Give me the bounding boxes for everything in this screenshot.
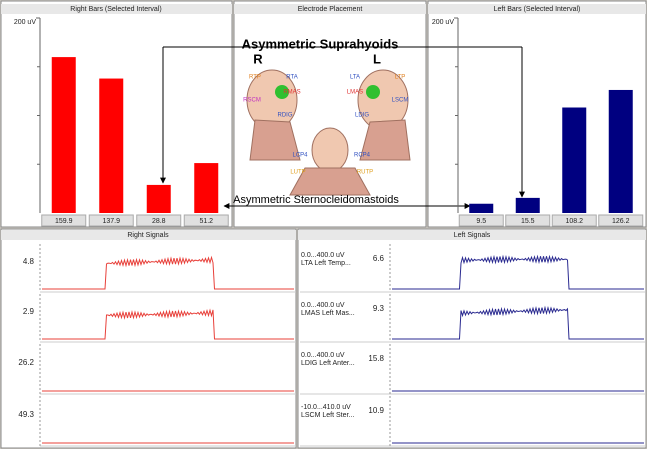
electrode-label: RMAS <box>283 90 300 96</box>
electrode-label: LSCM <box>392 98 409 104</box>
bar <box>99 79 123 213</box>
scale-label: 10.9 <box>368 406 384 415</box>
screen: Right Bars (Selected Interval) Electrode… <box>0 0 647 449</box>
value-label: 137.9 <box>102 218 120 225</box>
channel-name: LSCM Left Ster... <box>301 412 354 419</box>
value-label: 159.9 <box>55 218 73 225</box>
scale-label: 2.9 <box>23 307 35 316</box>
y-tick-label: 200 uV <box>14 19 37 26</box>
bar <box>52 57 76 213</box>
electrode-label: LMAS <box>347 90 363 96</box>
page: Right Bars (Selected Interval) Electrode… <box>0 0 647 449</box>
value-label: 51.2 <box>199 218 213 225</box>
channel-name: LMAS Left Mas... <box>301 310 355 317</box>
side-label: R <box>253 51 263 66</box>
scale-label: 26.2 <box>18 358 34 367</box>
electrode-label: LDIG <box>355 113 369 119</box>
channel-range: 0.0...400.0 uV <box>301 352 345 359</box>
panel-title: Left Signals <box>454 232 491 239</box>
value-label: 108.2 <box>565 218 583 225</box>
bar <box>147 185 171 213</box>
electrode-label: RUTP <box>357 170 373 176</box>
bar <box>194 163 218 213</box>
y-tick-label: 200 uV <box>432 19 455 26</box>
scale-label: 4.8 <box>23 257 35 266</box>
panel-title: Right Signals <box>127 232 169 239</box>
scale-label: 6.6 <box>373 254 385 263</box>
electrode-label: LCP4 <box>292 153 308 159</box>
electrode-label: RTA <box>286 75 297 81</box>
side-label: L <box>373 51 381 66</box>
bar <box>609 90 633 213</box>
electrode-label: LUTP <box>290 170 305 176</box>
electrode-label: RTP <box>249 75 261 81</box>
channel-name: LDIG Left Anter... <box>301 360 355 367</box>
scale-label: 9.3 <box>373 304 385 313</box>
annotation: Asymmetric Suprahyoids <box>242 36 399 51</box>
channel-range: 0.0...400.0 uV <box>301 252 345 259</box>
scale-label: 15.8 <box>368 354 384 363</box>
value-label: 15.5 <box>521 218 535 225</box>
value-label: 126.2 <box>612 218 630 225</box>
bar <box>562 108 586 213</box>
channel-range: 0.0...400.0 uV <box>301 302 345 309</box>
annotation: Asymmetric Sternocleidomastoids <box>233 194 399 206</box>
value-label: 28.8 <box>152 218 166 225</box>
channel-name: LTA Left Temp... <box>301 260 351 267</box>
panel-title: Electrode Placement <box>298 6 363 13</box>
value-label: 9.5 <box>476 218 486 225</box>
electrode-label: RCP4 <box>354 153 371 159</box>
panel-title: Left Bars (Selected Interval) <box>494 6 581 13</box>
channel-range: -10.0...410.0 uV <box>301 404 351 411</box>
scale-label: 49.3 <box>18 410 34 419</box>
bar <box>516 198 540 213</box>
panel-title: Right Bars (Selected Interval) <box>70 6 161 13</box>
electrode-label: RDIG <box>278 113 293 119</box>
electrode-label: LTA <box>350 75 360 81</box>
electrode-label: LTP <box>395 75 406 81</box>
electrode-label: RSCM <box>243 98 261 104</box>
bar <box>469 204 493 213</box>
